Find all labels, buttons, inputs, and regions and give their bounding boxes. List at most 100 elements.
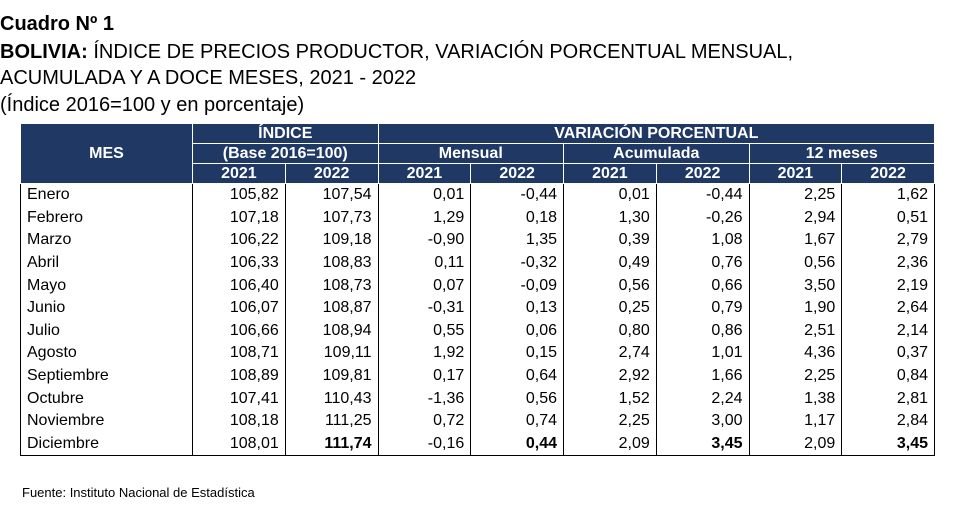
cell-value: 0,66: [655, 274, 750, 297]
cell-value: 1,90: [748, 296, 843, 320]
cell-value: 2,14: [841, 319, 936, 343]
cell-value: 0,18: [470, 206, 565, 230]
cell-value: 1,62: [841, 183, 936, 207]
cell-value: 106,66: [192, 319, 286, 343]
cell-mes: Julio: [20, 319, 193, 343]
cell-value: 2,09: [563, 432, 657, 457]
header-year: 2021: [748, 163, 843, 184]
header-12-meses: 12 meses: [748, 143, 936, 164]
cell-value: 0,84: [841, 364, 936, 388]
cell-value: 108,18: [192, 409, 286, 433]
cell-value: 0,25: [563, 296, 657, 320]
cell-value: 1,01: [655, 342, 750, 365]
subtitle-text: ÍNDICE DE PRECIOS PRODUCTOR, VARIACIÓN P…: [87, 41, 794, 63]
cell-value: 0,51: [841, 206, 936, 230]
cell-value: 105,82: [192, 183, 286, 207]
cell-value: 3,45: [841, 432, 936, 457]
cell-value: 0,76: [655, 251, 750, 275]
price-index-table: MES ÍNDICE VARIACIÓN PORCENTUAL (Base 20…: [20, 123, 936, 457]
cell-value: 3,00: [655, 409, 750, 433]
header-mensual: Mensual: [377, 143, 565, 164]
cell-value: -0,09: [470, 274, 565, 297]
cell-value: 0,11: [377, 251, 472, 275]
table-row: Septiembre 108,89 109,81 0,17 0,64 2,92 1,66 2,…: [20, 364, 936, 388]
cell-value: 1,17: [748, 409, 843, 433]
cell-value: 108,94: [284, 319, 379, 343]
table-row: Marzo 106,22 109,18 -0,90 1,35 0,39 1,08 1,67 2,…: [20, 229, 936, 252]
cell-value: 0,79: [655, 296, 750, 320]
table-row: Mayo 106,40 108,73 0,07 -0,09 0,56 0,66 3,50 2,1…: [20, 274, 936, 297]
cell-value: 2,09: [748, 432, 843, 457]
cell-value: 108,71: [192, 342, 286, 365]
cell-value: 4,36: [748, 342, 843, 365]
cell-value: 1,52: [563, 387, 657, 410]
cell-value: 0,49: [563, 251, 657, 275]
cell-value: 0,01: [563, 183, 657, 207]
header-year: 2022: [655, 163, 750, 184]
subtitle-country: BOLIVIA:: [0, 41, 88, 63]
cell-value: 111,74: [284, 432, 379, 457]
cell-value: 1,30: [563, 206, 657, 230]
cell-value: 0,74: [470, 409, 565, 433]
source-note: Fuente: Instituto Nacional de Estadístic…: [22, 485, 255, 500]
cell-value: 1,67: [748, 229, 843, 252]
cell-value: 108,73: [284, 274, 379, 297]
cell-value: 1,29: [377, 206, 472, 230]
table-subtitle-line2: ACUMULADA Y A DOCE MESES, 2021 - 2022: [0, 67, 417, 89]
cell-mes: Mayo: [20, 274, 193, 297]
cell-value: -1,36: [377, 387, 472, 410]
cell-value: 0,64: [470, 364, 565, 388]
cell-value: 106,33: [192, 251, 286, 275]
cell-value: 110,43: [284, 387, 379, 410]
cell-value: 2,25: [748, 364, 843, 388]
cell-mes: Diciembre: [20, 432, 193, 457]
cell-value: 2,81: [841, 387, 936, 410]
cell-value: -0,16: [377, 432, 472, 457]
cell-value: -0,26: [655, 206, 750, 230]
cell-value: 2,79: [841, 229, 936, 252]
cell-value: 107,54: [284, 183, 379, 207]
header-year: 2021: [192, 163, 286, 184]
cell-value: -0,31: [377, 296, 472, 320]
table-subtitle: BOLIVIA: ÍNDICE DE PRECIOS PRODUCTOR, VA…: [0, 40, 961, 64]
cell-value: 3,45: [655, 432, 750, 457]
table-row: Junio 106,07 108,87 -0,31 0,13 0,25 0,79 1,90 2,…: [20, 296, 936, 320]
cell-value: 0,06: [470, 319, 565, 343]
cell-value: 111,25: [284, 409, 379, 433]
cell-value: 107,73: [284, 206, 379, 230]
cell-value: 0,07: [377, 274, 472, 297]
cell-value: 106,40: [192, 274, 286, 297]
cell-value: 0,37: [841, 342, 936, 365]
cell-value: 2,92: [563, 364, 657, 388]
cell-value: 1,38: [748, 387, 843, 410]
table-row: Noviembre 108,18 111,25 0,72 0,74 2,25 3,00 1,1…: [20, 409, 936, 433]
cell-value: 2,25: [563, 409, 657, 433]
table-row: Julio 106,66 108,94 0,55 0,06 0,80 0,86 2,51 2,1…: [20, 319, 936, 343]
cell-value: 106,07: [192, 296, 286, 320]
table-row: Octubre 107,41 110,43 -1,36 0,56 1,52 2,24 1,38…: [20, 387, 936, 410]
cell-value: 0,17: [377, 364, 472, 388]
cell-value: 0,86: [655, 319, 750, 343]
cell-value: 1,66: [655, 364, 750, 388]
header-year: 2022: [284, 163, 379, 184]
cell-mes: Marzo: [20, 229, 193, 252]
header-indice: ÍNDICE: [192, 123, 379, 144]
cell-value: 109,81: [284, 364, 379, 388]
cell-value: 2,51: [748, 319, 843, 343]
header-base: (Base 2016=100): [192, 143, 379, 164]
cell-value: 108,83: [284, 251, 379, 275]
cell-mes: Octubre: [20, 387, 193, 410]
cell-value: 1,08: [655, 229, 750, 252]
cell-value: 2,25: [748, 183, 843, 207]
cell-value: 2,64: [841, 296, 936, 320]
cell-value: 107,18: [192, 206, 286, 230]
cell-value: 106,22: [192, 229, 286, 252]
cell-value: 0,13: [470, 296, 565, 320]
cell-mes: Febrero: [20, 206, 193, 230]
cell-value: -0,32: [470, 251, 565, 275]
cell-value: 107,41: [192, 387, 286, 410]
cell-mes: Agosto: [20, 342, 193, 365]
cell-value: -0,44: [655, 183, 750, 207]
cell-value: 0,56: [563, 274, 657, 297]
cell-value: 0,72: [377, 409, 472, 433]
